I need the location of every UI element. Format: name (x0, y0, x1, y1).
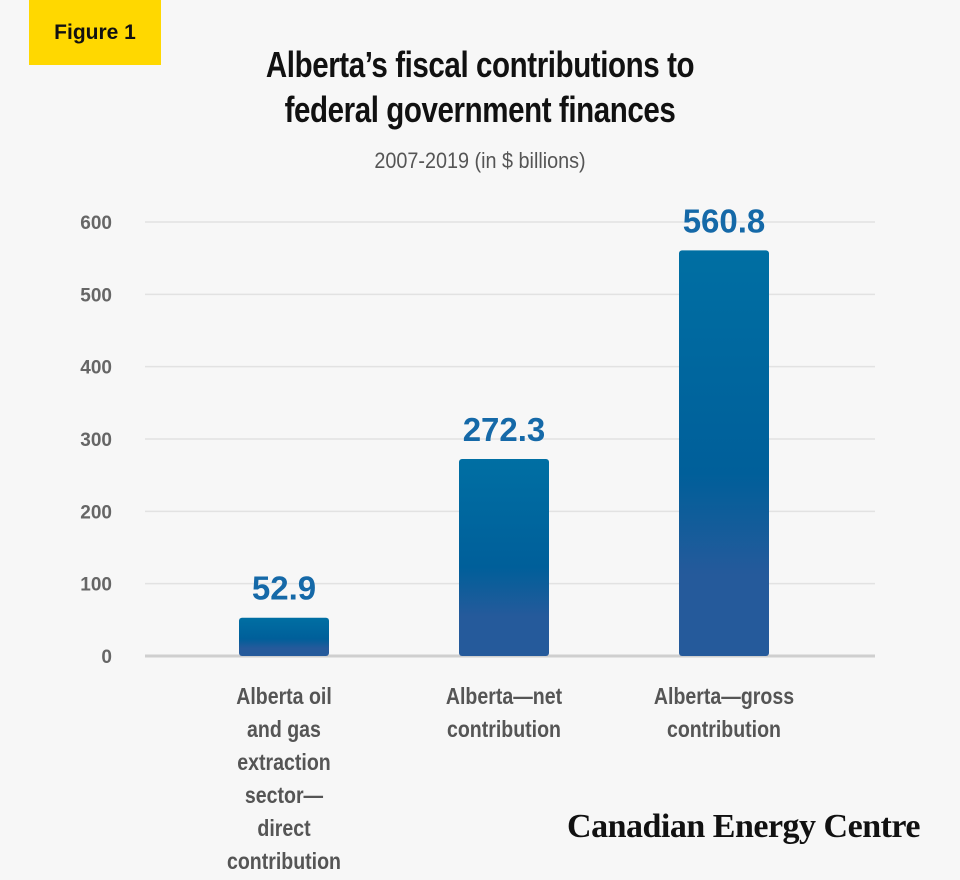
data-label: 272.3 (463, 411, 546, 448)
chart-title: Alberta’s fiscal contributions to federa… (265, 44, 695, 130)
y-tick-label: 0 (101, 647, 112, 668)
x-category-label: Alberta oil and gas extraction sector—di… (226, 683, 342, 874)
y-tick-label: 100 (80, 575, 112, 596)
y-tick-label: 400 (80, 358, 112, 379)
figure-badge: Figure 1 (29, 0, 161, 65)
bar (679, 250, 769, 656)
bar (459, 459, 549, 656)
x-category-label: Alberta—net contribution (445, 683, 563, 742)
data-label: 52.9 (252, 570, 316, 607)
brand-logo: Canadian Energy Centre (567, 808, 920, 845)
y-tick-label: 500 (80, 285, 112, 306)
x-category-label: Alberta—gross contribution (653, 683, 795, 742)
bar (239, 617, 329, 656)
y-tick-label: 600 (80, 213, 112, 234)
y-tick-label: 300 (80, 430, 112, 451)
chart-subtitle: 2007-2019 (in $ billions) (374, 148, 586, 173)
data-label: 560.8 (683, 202, 766, 239)
y-tick-label: 200 (80, 502, 112, 523)
